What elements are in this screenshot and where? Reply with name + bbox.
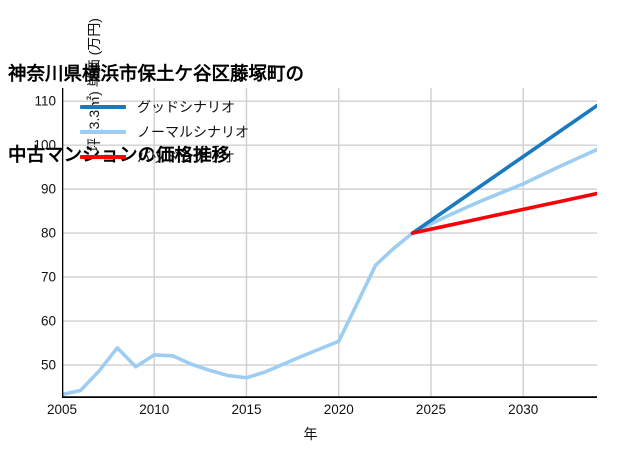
legend-label: バッドシナリオ — [137, 148, 235, 165]
chart-legend: グッドシナリオ ノーマルシナリオ バッドシナリオ — [80, 90, 295, 171]
series-line-グッドシナリオ — [410, 103, 597, 235]
plot-svg — [62, 88, 597, 398]
vertical-gridlines — [62, 88, 524, 398]
x-tick-label-2015: 2015 — [231, 402, 262, 417]
title-line-1: 神奈川県横浜市保土ケ谷区藤塚町の — [8, 63, 305, 84]
legend-label: グッドシナリオ — [137, 98, 235, 115]
y-tick-label-50: 50 — [40, 357, 56, 373]
x-tick-label-2010: 2010 — [139, 402, 170, 417]
horizontal-gridlines — [62, 100, 597, 366]
series-lines — [62, 103, 597, 397]
series-line-ノーマルシナリオ — [62, 147, 597, 397]
y-tick-label-80: 80 — [40, 225, 56, 241]
x-tick-label-2030: 2030 — [508, 402, 539, 417]
legend-label: ノーマルシナリオ — [137, 123, 249, 140]
y-tick-label-90: 90 — [40, 181, 56, 197]
legend-item-1[interactable]: グッドシナリオ — [80, 94, 295, 119]
x-tick-label-2020: 2020 — [323, 402, 354, 417]
legend-item-2[interactable]: ノーマルシナリオ — [80, 119, 295, 144]
y-tick-label-60: 60 — [40, 313, 56, 329]
legend-item-3[interactable]: バッドシナリオ — [80, 144, 295, 169]
x-tick-label-2005: 2005 — [46, 402, 78, 417]
y-axis-tick-labels: 50 60 70 80 90 100 110 — [8, 88, 56, 398]
y-tick-label-110: 110 — [34, 93, 56, 109]
x-axis-title: 年 — [303, 426, 318, 442]
y-tick-label-70: 70 — [40, 269, 56, 285]
legend-swatch-icon-good — [80, 104, 126, 109]
x-axis-tick-labels: 2005 2010 2015 2020 2025 2030 — [47, 402, 597, 422]
series-line-バッドシナリオ — [410, 191, 597, 235]
y-tick-label-100: 100 — [33, 137, 56, 153]
plot-area — [62, 88, 597, 398]
legend-swatch-icon-normal — [80, 129, 126, 134]
legend-swatch-icon-bad — [80, 154, 126, 159]
x-tick-label-2025: 2025 — [415, 402, 446, 417]
